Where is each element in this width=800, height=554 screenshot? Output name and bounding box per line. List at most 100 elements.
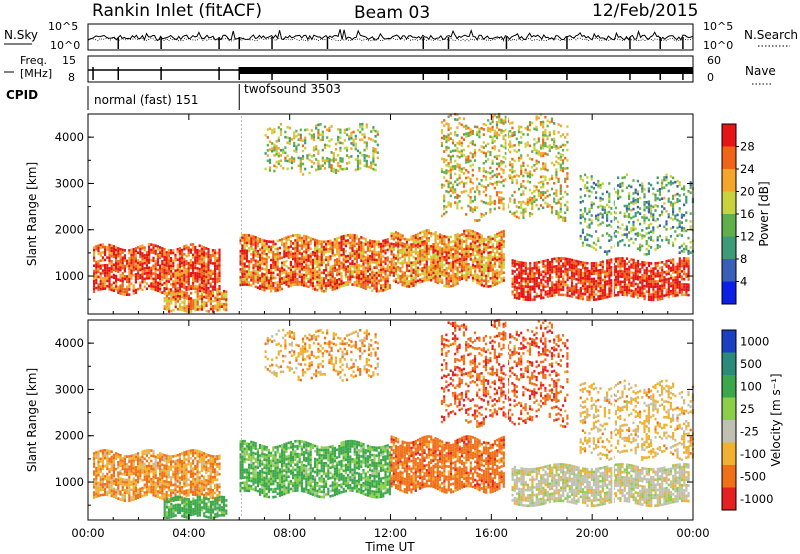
power-echo-cell <box>386 238 389 241</box>
power-echo-cell <box>278 283 281 286</box>
power-echo-cell <box>401 283 404 287</box>
power-echo-cell <box>539 167 543 171</box>
power-echo-cell <box>300 275 303 279</box>
power-echo-cell <box>354 158 357 161</box>
power-echo-cell <box>476 279 479 282</box>
power-echo-cell <box>163 307 166 311</box>
power-echo-cell <box>330 164 333 167</box>
power-echo-cell <box>425 247 428 251</box>
power-echo-cell <box>327 263 330 267</box>
power-echo-cell <box>185 307 188 311</box>
power-echo-cell <box>294 260 297 263</box>
power-echo-cell <box>465 263 468 266</box>
power-echo-cell <box>482 237 486 241</box>
power-echo-cell <box>414 267 417 271</box>
power-echo-cell <box>441 263 444 266</box>
power-echo-cell <box>99 274 102 278</box>
power-echo-cell <box>474 257 477 260</box>
power-echo-cell <box>535 295 538 298</box>
power-echo-cell <box>307 285 310 289</box>
power-echo-cell <box>101 282 104 285</box>
power-echo-cell <box>250 276 253 279</box>
power-echo-cell <box>586 295 589 299</box>
power-echo-cell <box>599 292 602 295</box>
power-echo-cell <box>137 269 140 273</box>
power-echo-cell <box>358 269 361 272</box>
power-echo-cell <box>579 279 582 282</box>
power-echo-cell <box>636 296 640 299</box>
power-echo-cell <box>491 170 494 173</box>
power-echo-cell <box>509 174 512 177</box>
power-echo-cell <box>380 255 383 259</box>
power-echo-cell <box>573 290 576 294</box>
power-echo-cell <box>502 253 505 256</box>
power-echo-cell <box>214 264 217 268</box>
power-echo-cell <box>399 241 402 244</box>
power-echo-cell <box>360 241 363 244</box>
power-echo-cell <box>546 295 549 298</box>
power-echo-cell <box>403 282 406 285</box>
power-echo-cell <box>296 278 299 281</box>
power-echo-cell <box>498 154 501 158</box>
power-echo-cell <box>482 133 485 136</box>
power-echo-cell <box>555 283 558 286</box>
power-echo-cell <box>338 283 341 286</box>
power-echo-cell <box>412 271 415 274</box>
power-echo-cell <box>386 269 389 272</box>
power-echo-cell <box>272 263 275 267</box>
power-echo-cell <box>542 120 545 124</box>
power-echo-cell <box>447 274 450 278</box>
power-echo-cell <box>150 274 153 278</box>
power-echo-cell <box>327 250 330 254</box>
power-echo-cell <box>496 251 499 254</box>
power-echo-cell <box>441 252 444 256</box>
power-echo-cell <box>200 255 203 259</box>
power-echo-cell <box>462 148 466 152</box>
power-echo-cell <box>273 146 276 149</box>
power-echo-cell <box>373 258 376 262</box>
power-echo-cell <box>263 260 266 263</box>
power-echo-cell <box>192 245 195 249</box>
power-echo-cell <box>522 161 525 165</box>
power-echo-cell <box>297 143 300 147</box>
power-echo-cell <box>522 261 525 265</box>
power-echo-cell <box>502 202 505 206</box>
power-echo-cell <box>511 176 514 179</box>
power-echo-cell <box>601 296 604 300</box>
power-echo-cell <box>304 167 307 171</box>
power-echo-cell <box>214 270 217 273</box>
power-echo-cell <box>399 267 402 270</box>
power-echo-cell <box>159 267 162 270</box>
power-echo-cell <box>126 264 129 268</box>
power-echo-cell <box>315 158 318 161</box>
power-echo-cell <box>203 282 206 286</box>
power-echo-cell <box>207 271 210 274</box>
power-echo-cell <box>597 264 600 267</box>
power-echo-cell <box>99 246 102 249</box>
power-echo-cell <box>528 173 532 176</box>
power-echo-cell <box>292 265 295 269</box>
power-echo-cell <box>643 263 646 267</box>
power-echo-cell <box>480 265 483 269</box>
power-echo-cell <box>314 269 317 273</box>
power-echo-cell <box>327 240 330 243</box>
power-echo-cell <box>320 289 323 293</box>
power-echo-cell <box>639 291 642 295</box>
power-echo-cell <box>599 297 602 300</box>
power-echo-cell <box>667 277 670 281</box>
power-echo-cell <box>380 268 383 272</box>
power-echo-cell <box>317 128 320 132</box>
power-echo-cell <box>491 242 494 246</box>
power-echo-cell <box>502 240 505 243</box>
power-echo-cell <box>353 255 356 258</box>
power-echo-cell <box>187 297 190 300</box>
power-echo-cell <box>617 283 620 286</box>
power-echo-cell <box>469 198 472 202</box>
power-echo-cell <box>401 270 404 274</box>
power-echo-cell <box>528 188 532 192</box>
power-echo-cell <box>371 289 374 292</box>
power-echo-cell <box>509 168 512 172</box>
power-echo-cell <box>300 260 303 263</box>
power-echo-cell <box>445 253 448 257</box>
power-echo-cell <box>394 277 398 281</box>
